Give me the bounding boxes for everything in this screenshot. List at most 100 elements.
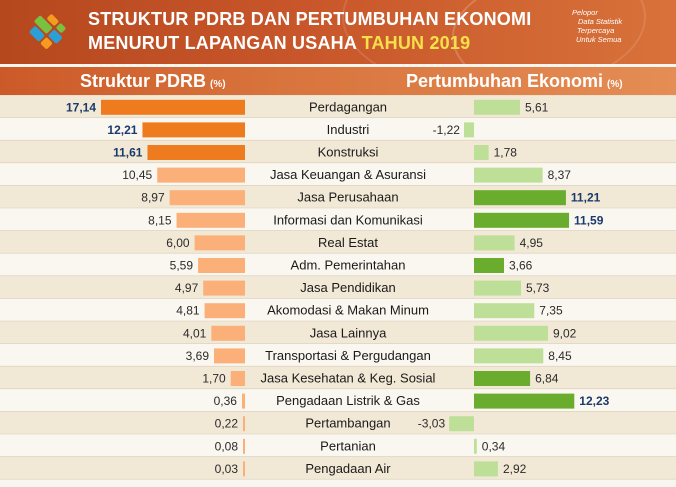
growth-bar bbox=[474, 99, 521, 115]
left-section-title-text: Struktur PDRB bbox=[80, 71, 207, 91]
pdrb-bar bbox=[142, 122, 245, 138]
growth-bar bbox=[474, 303, 535, 319]
right-section-title: Pertumbuhan Ekonomi (%) bbox=[406, 71, 623, 92]
growth-bar bbox=[474, 145, 489, 160]
growth-bar bbox=[474, 393, 575, 409]
pdrb-value-label: 11,61 bbox=[113, 146, 143, 160]
growth-value-label: -1,22 bbox=[433, 123, 461, 137]
sector-label: Jasa Lainnya bbox=[310, 325, 387, 340]
growth-bar bbox=[474, 235, 515, 251]
sector-label: Pengadaan Listrik & Gas bbox=[276, 393, 420, 408]
sector-label: Jasa Pendidikan bbox=[300, 280, 395, 295]
growth-value-label: 11,21 bbox=[571, 191, 601, 205]
growth-bar bbox=[474, 348, 544, 364]
pdrb-value-label: 5,59 bbox=[170, 259, 194, 273]
pdrb-value-label: 3,69 bbox=[186, 349, 210, 363]
pdrb-bar bbox=[194, 235, 245, 251]
pdrb-bar bbox=[214, 348, 245, 364]
pdrb-value-label: 8,15 bbox=[148, 213, 172, 227]
right-section-title-text: Pertumbuhan Ekonomi bbox=[406, 71, 604, 91]
pdrb-value-label: 17,14 bbox=[66, 100, 96, 114]
growth-value-label: 5,61 bbox=[525, 100, 549, 114]
pdrb-bar bbox=[101, 99, 245, 115]
sector-label: Pengadaan Air bbox=[305, 461, 391, 476]
pdrb-value-label: 10,45 bbox=[122, 168, 152, 182]
left-section-title: Struktur PDRB (%) bbox=[80, 71, 226, 92]
growth-bar bbox=[463, 122, 474, 138]
title-line-2-text: MENURUT LAPANGAN USAHA bbox=[88, 33, 357, 53]
tagline-line: Data Statistik bbox=[578, 17, 623, 26]
pdrb-value-label: 4,81 bbox=[176, 304, 200, 318]
pdrb-bar bbox=[204, 303, 245, 319]
growth-value-label: -3,03 bbox=[418, 417, 446, 431]
growth-value-label: 3,66 bbox=[509, 259, 533, 273]
sector-label: Informasi dan Komunikasi bbox=[273, 212, 423, 227]
sector-label: Real Estat bbox=[318, 235, 378, 250]
pdrb-value-label: 6,00 bbox=[166, 236, 190, 250]
pdrb-bar bbox=[243, 416, 245, 432]
pdrb-bar bbox=[230, 371, 245, 386]
sector-label: Transportasi & Pergudangan bbox=[265, 348, 431, 363]
section-header-band: Struktur PDRB (%) Pertumbuhan Ekonomi (%) bbox=[0, 67, 676, 95]
pdrb-value-label: 12,21 bbox=[107, 123, 137, 137]
growth-value-label: 9,02 bbox=[553, 326, 577, 340]
sector-label: Industri bbox=[327, 122, 370, 137]
growth-bar bbox=[474, 258, 505, 273]
growth-value-label: 5,73 bbox=[526, 281, 550, 295]
header: STRUKTUR PDRB DAN PERTUMBUHAN EKONOMI ME… bbox=[0, 0, 676, 64]
growth-bar bbox=[474, 190, 566, 206]
sector-label: Jasa Keuangan & Asuransi bbox=[270, 167, 426, 182]
growth-bar bbox=[474, 438, 477, 454]
row-background bbox=[0, 411, 676, 434]
sector-label: Pertambangan bbox=[305, 416, 390, 431]
pdrb-bar bbox=[157, 167, 245, 183]
growth-value-label: 11,59 bbox=[574, 213, 604, 227]
row-background bbox=[0, 456, 676, 480]
growth-value-label: 4,95 bbox=[520, 236, 544, 250]
sector-label: Adm. Pemerintahan bbox=[291, 258, 406, 273]
tagline-line: Untuk Semua bbox=[576, 35, 622, 44]
pdrb-bar bbox=[169, 190, 245, 206]
pdrb-value-label: 4,01 bbox=[183, 326, 207, 340]
bps-logo-icon bbox=[29, 14, 66, 49]
growth-value-label: 8,37 bbox=[548, 168, 572, 182]
pdrb-value-label: 4,97 bbox=[175, 281, 199, 295]
growth-bar bbox=[474, 212, 570, 228]
title-line-1: STRUKTUR PDRB DAN PERTUMBUHAN EKONOMI bbox=[88, 9, 532, 29]
growth-value-label: 6,84 bbox=[535, 372, 559, 386]
growth-bar bbox=[474, 325, 548, 341]
tagline: Pelopor Data Statistik Terpercaya Untuk … bbox=[572, 8, 622, 44]
row-background bbox=[0, 434, 676, 457]
growth-value-label: 12,23 bbox=[579, 394, 609, 408]
left-section-unit: (%) bbox=[210, 79, 226, 90]
pdrb-bar bbox=[203, 280, 245, 296]
growth-value-label: 7,35 bbox=[539, 304, 563, 318]
pdrb-bar bbox=[243, 461, 245, 477]
tagline-line: Pelopor bbox=[572, 8, 598, 17]
sector-label: Konstruksi bbox=[318, 145, 379, 160]
pdrb-value-label: 1,70 bbox=[202, 372, 226, 386]
chart-area: 17,14 Perdagangan 5,61 12,21 Industri -1,22 11… bbox=[0, 95, 676, 480]
growth-value-label: 8,45 bbox=[548, 349, 572, 363]
sector-label: Perdagangan bbox=[309, 99, 387, 114]
growth-value-label: 2,92 bbox=[503, 462, 527, 476]
pdrb-value-label: 0,36 bbox=[214, 394, 238, 408]
pdrb-value-label: 0,08 bbox=[215, 439, 239, 453]
growth-value-label: 1,78 bbox=[494, 146, 518, 160]
pdrb-bar bbox=[241, 393, 245, 409]
sector-label: Akomodasi & Makan Minum bbox=[267, 303, 429, 318]
growth-bar bbox=[449, 416, 474, 432]
pdrb-bar bbox=[147, 145, 245, 160]
growth-value-label: 0,34 bbox=[482, 439, 506, 453]
pdrb-value-label: 0,03 bbox=[215, 462, 239, 476]
title-line-2: MENURUT LAPANGAN USAHA TAHUN 2019 bbox=[88, 33, 470, 54]
pdrb-value-label: 0,22 bbox=[215, 417, 239, 431]
sector-label: Pertanian bbox=[320, 438, 376, 453]
pdrb-bar bbox=[243, 438, 245, 454]
pdrb-value-label: 8,97 bbox=[141, 191, 165, 205]
tagline-line: Terpercaya bbox=[577, 26, 615, 35]
growth-bar bbox=[474, 461, 498, 477]
title-year: TAHUN 2019 bbox=[361, 33, 471, 53]
pdrb-bar bbox=[176, 212, 245, 228]
growth-bar bbox=[474, 167, 543, 183]
